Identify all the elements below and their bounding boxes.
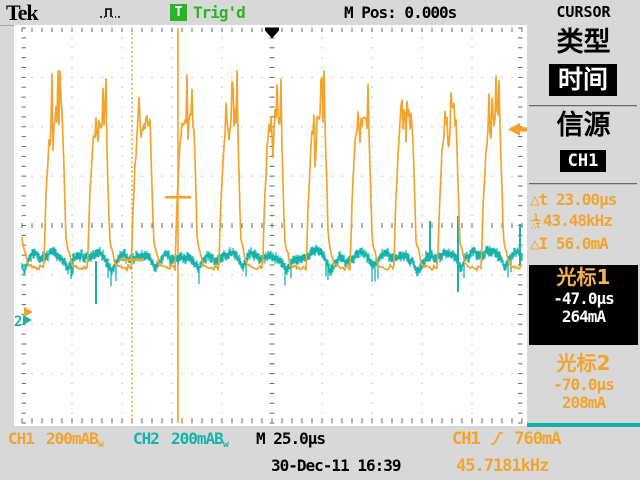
menu-divider <box>529 183 637 185</box>
trace-ch1 <box>21 69 523 272</box>
bw-limit-icon: w <box>222 439 229 450</box>
ch1-scale-readout: 200mABw <box>46 429 104 450</box>
cursor2-time: -70.0µs <box>553 375 614 394</box>
delta-i-readout: △I 56.0mA <box>530 234 609 253</box>
grid-ticks <box>21 27 523 424</box>
cursor1-label: 光标1 <box>556 265 611 289</box>
horizontal-position-readout: M Pos: 0.000s <box>344 3 457 22</box>
timebase-readout: M 25.0µs <box>256 429 326 448</box>
trigger-level-tail <box>520 127 527 132</box>
one-over-delta-t-symbol: 1 △t <box>530 212 541 231</box>
cursor2-tick <box>120 258 144 262</box>
menu-underline <box>527 423 640 427</box>
trigger-status-text: Trig'd <box>193 3 246 22</box>
trigger-position-arrow-icon <box>265 30 279 39</box>
ch2-ground-marker <box>23 315 32 325</box>
menu-title: CURSOR <box>556 3 611 21</box>
tek-logo: Tek <box>6 0 39 25</box>
trace-ch2 <box>21 249 523 273</box>
cursor2-amplitude: 208mA <box>561 393 606 412</box>
cursor1-readout-button[interactable]: 光标1 -47.0µs 264mA <box>529 265 638 345</box>
cursor1-time: -47.0µs <box>553 289 614 308</box>
cursor-source-label: 信源 <box>556 110 611 141</box>
acquire-pulse-icon <box>100 8 120 18</box>
trigger-position-marker[interactable] <box>265 27 279 31</box>
cursor-menu-sidebar: 类型 时间 信源 CH1 △t 23.00µs 1 △t 43.48kHz △I 5… <box>527 25 640 428</box>
waveform-display: 2 <box>14 25 527 426</box>
datetime-readout: 30-Dec-11 16:39 <box>271 456 401 475</box>
ch1-label: CH1 <box>8 429 35 448</box>
menu-divider <box>529 105 637 107</box>
rising-edge-icon <box>490 432 503 445</box>
ch2-scale-readout: 200mABw <box>171 429 229 450</box>
trace-ch2-spikes <box>95 216 521 304</box>
cursor-source-value-button[interactable]: CH1 <box>560 150 606 172</box>
cursor2-readout-button[interactable]: 光标2 -70.0µs 208mA <box>529 351 638 421</box>
ch2-ground-marker-label: 2 <box>14 314 22 330</box>
trigger-frequency-readout: 45.7181kHz <box>456 456 549 476</box>
cursor-type-value-button[interactable]: 时间 <box>549 64 617 96</box>
delta-t-symbol: △t <box>530 190 548 209</box>
trigger-status-icon: T <box>170 4 187 21</box>
ch2-label: CH2 <box>133 429 160 448</box>
channel-readout-row: CH1 200mABw CH2 200mABw M 25.0µs CH1 760… <box>0 429 640 451</box>
cursor-type-label: 类型 <box>556 27 611 58</box>
cursor2-label: 光标2 <box>556 351 611 375</box>
trigger-readout: CH1 760mA <box>452 429 561 449</box>
cursor1-tick <box>165 196 191 199</box>
cursor1-amplitude: 264mA <box>561 307 606 326</box>
status-readout-row: 30-Dec-11 16:39 45.7181kHz <box>0 456 640 478</box>
delta-t-readout: △t 23.00µs <box>530 190 617 209</box>
trigger-level-arrow-icon[interactable] <box>508 122 520 136</box>
delta-i-symbol: △I <box>530 234 548 253</box>
top-status-bar: Tek T Trig'd M Pos: 0.000s CURSOR <box>0 0 640 26</box>
inverse-delta-t-readout: 1 △t 43.48kHz <box>530 211 613 231</box>
ch1-ground-marker <box>24 307 33 317</box>
graticule: 2 <box>14 27 527 424</box>
bw-limit-icon: w <box>97 439 104 450</box>
